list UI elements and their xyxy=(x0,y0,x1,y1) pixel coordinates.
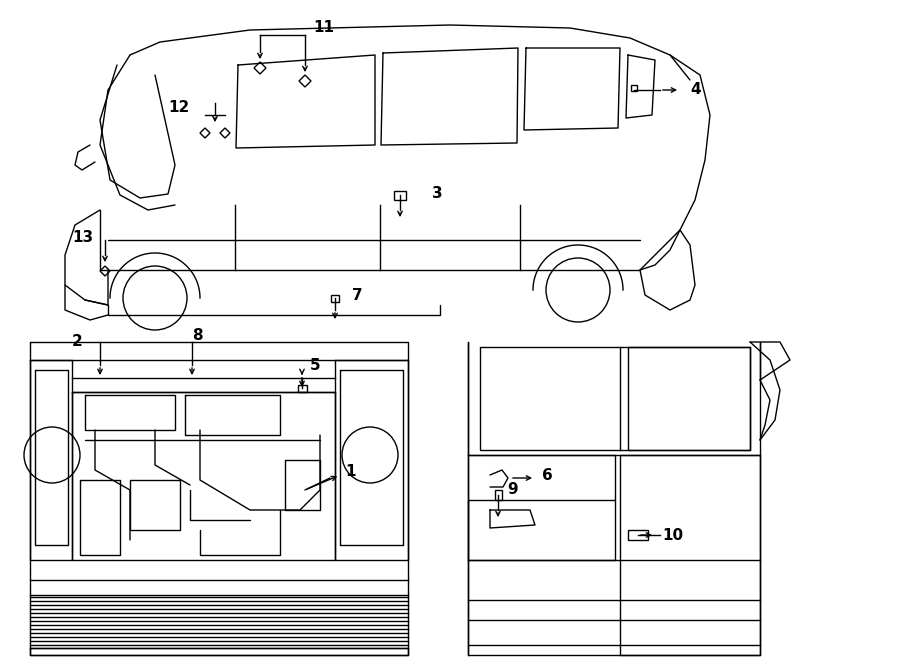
Text: 12: 12 xyxy=(169,100,190,116)
Text: 8: 8 xyxy=(192,327,202,342)
Text: 9: 9 xyxy=(507,483,517,498)
Text: 5: 5 xyxy=(310,358,320,373)
Text: 3: 3 xyxy=(432,186,442,200)
Text: 1: 1 xyxy=(345,465,356,479)
Text: 4: 4 xyxy=(690,83,700,98)
Text: 7: 7 xyxy=(352,288,363,303)
Text: 6: 6 xyxy=(542,469,553,483)
Text: 11: 11 xyxy=(313,20,334,36)
Text: 13: 13 xyxy=(72,231,93,245)
Text: 10: 10 xyxy=(662,527,683,543)
Text: 2: 2 xyxy=(72,334,83,350)
